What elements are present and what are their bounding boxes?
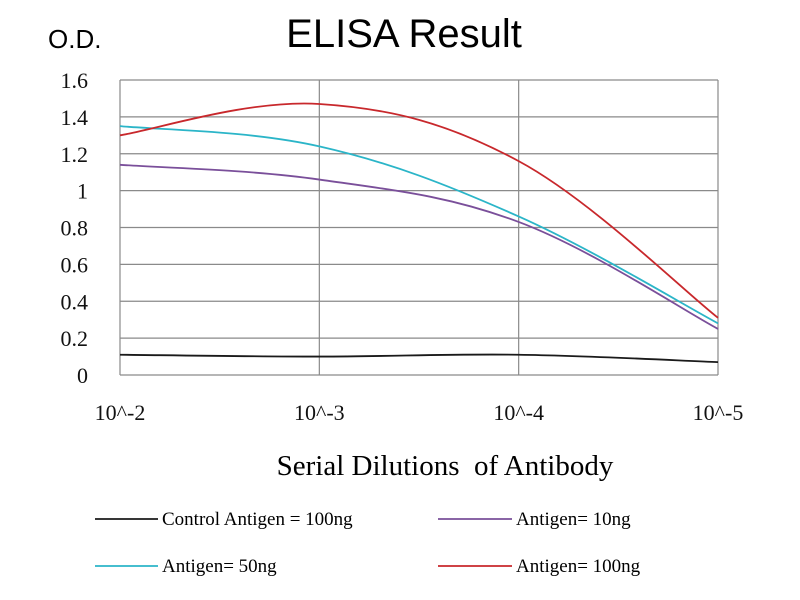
x-tick-label: 10^-3 bbox=[294, 400, 345, 425]
y-tick-label: 1.4 bbox=[61, 105, 89, 130]
x-tick-label: 10^-2 bbox=[95, 400, 146, 425]
legend-label-0: Control Antigen = 100ng bbox=[162, 509, 353, 530]
grid bbox=[119, 79, 719, 376]
series-line-0 bbox=[119, 353, 719, 363]
x-tick-label: 10^-4 bbox=[493, 400, 544, 425]
y-tick-label: 0.6 bbox=[61, 252, 89, 277]
chart-title: ELISA Result bbox=[286, 12, 522, 56]
series-lines bbox=[119, 102, 719, 363]
legend-label-3: Antigen= 100ng bbox=[516, 556, 641, 577]
y-tick-label: 1.2 bbox=[61, 142, 89, 167]
x-tick-labels: 10^-2 10^-3 10^-4 10^-5 bbox=[95, 400, 744, 425]
y-tick-label: 0.2 bbox=[61, 326, 89, 351]
series-line-3 bbox=[119, 102, 719, 319]
y-tick-label: 1 bbox=[77, 179, 88, 204]
series-line-1 bbox=[119, 163, 719, 330]
legend-label-2: Antigen= 50ng bbox=[162, 556, 277, 577]
x-tick-label: 10^-5 bbox=[693, 400, 744, 425]
y-tick-label: 0.4 bbox=[61, 289, 89, 314]
legend: Control Antigen = 100ng Antigen= 10ng Anti… bbox=[95, 509, 641, 577]
y-tick-label: 1.6 bbox=[61, 68, 89, 93]
y-tick-label: 0 bbox=[77, 363, 88, 388]
y-tick-label: 0.8 bbox=[61, 216, 89, 241]
legend-label-1: Antigen= 10ng bbox=[516, 509, 631, 530]
series-line-2 bbox=[119, 125, 719, 325]
y-tick-labels: 0 0.2 0.4 0.6 0.8 1 1.2 1.4 1.6 bbox=[61, 68, 89, 388]
x-axis-label: Serial Dilutions of Antibody bbox=[277, 450, 614, 482]
y-axis-label: O.D. bbox=[48, 24, 101, 54]
